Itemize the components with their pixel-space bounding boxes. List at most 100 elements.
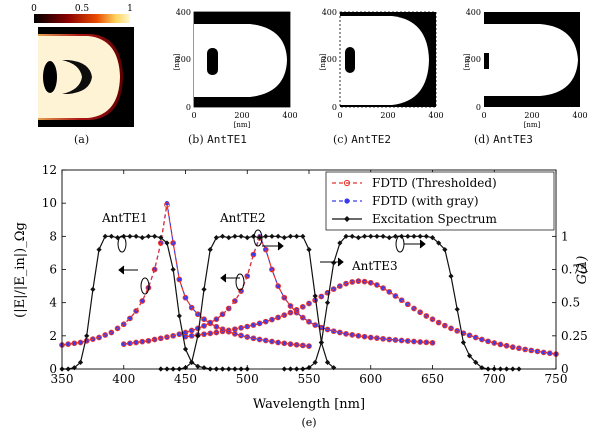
data-point [491,340,498,346]
data-point [90,286,96,292]
data-point [343,280,349,287]
data-point [424,340,429,345]
ytick: 400 [466,8,481,17]
arrowhead [337,257,344,267]
data-point [294,233,300,239]
colorbar-tick: 1 [127,4,133,14]
y-tick-label-left: 8 [49,229,57,243]
data-point [189,333,194,339]
data-point [299,342,306,349]
data-point [188,332,195,339]
data-point [472,334,479,341]
ylabel: [nm] [319,53,327,70]
data-point [318,293,325,300]
data-point [263,319,268,324]
data-point [96,334,102,341]
data-point [238,332,244,339]
data-point [201,331,207,338]
data-point [516,345,522,352]
data-point [324,326,331,333]
panel-b: 400 200 0 0 200 400 [nm] [nm] [173,8,298,129]
data-point [269,233,275,239]
data-point [170,240,177,246]
ytick: 0 [186,103,191,112]
data-point [429,339,436,346]
chart-series [59,200,559,372]
data-point [367,334,374,341]
colorbar-tick: 0 [31,4,37,14]
data-point [133,308,139,314]
series-line [185,280,557,355]
y-axis-label-right: G(λ) [575,256,590,285]
data-point [466,353,473,359]
panel-c: 400 200 0 0 200 400 [nm] [319,8,444,120]
data-point [263,233,269,239]
caption-b-name: AntTE1 [207,133,247,146]
x-tick-label: 450 [174,372,197,386]
data-point [460,330,467,337]
data-point [207,247,213,253]
data-point [299,314,306,321]
data-point [306,343,312,349]
design-void [194,24,287,97]
ytick: 400 [322,8,337,17]
data-point [454,328,461,334]
data-point [417,309,424,316]
data-point [158,235,164,241]
data-point [349,279,356,285]
colorbar [34,14,130,23]
data-point [306,247,312,253]
data-point [479,365,485,371]
data-point [139,338,146,345]
data-point [238,325,244,331]
data-point [337,329,343,336]
arrowhead [118,265,125,275]
x-axis-label: Wavelength [nm] [253,397,365,412]
data-point [256,320,263,327]
data-point [170,332,177,339]
data-point [225,327,232,334]
data-point [343,233,349,239]
data-point [423,233,429,239]
data-point [219,311,226,318]
data-point [195,325,201,332]
x-tick-label: 550 [298,372,321,386]
legend-marker-thresholded [343,179,351,187]
data-point [213,323,220,330]
data-point [244,334,251,340]
arrowhead [419,239,426,249]
data-point [448,273,454,279]
data-point [269,338,275,345]
data-point [442,247,448,253]
caption-c-letter: (c) [333,133,348,146]
ytick: 200 [176,55,191,64]
data-point [164,334,170,341]
xlabel: [nm] [234,121,251,129]
data-point [293,341,300,348]
data-point [84,333,90,339]
data-point [356,333,361,339]
data-point [207,330,214,337]
data-point [435,319,442,326]
ylabel: [nm] [173,53,181,70]
field-background [38,36,120,118]
data-point [78,340,83,345]
data-point [485,339,491,344]
y-tick-label-left: 4 [49,296,57,310]
data-point [361,333,368,340]
y-tick-label-left: 0 [49,362,57,376]
data-point [120,341,127,347]
data-point [65,341,71,347]
data-point [368,233,374,239]
data-point [133,233,139,239]
data-point [170,266,176,273]
data-point [96,247,102,253]
design-void [340,16,429,105]
legend-label-excitation: Excitation Spectrum [372,212,498,226]
data-point [404,338,411,344]
data-point [151,336,158,343]
data-point [281,294,288,301]
ytick: 0 [476,103,481,112]
caption-d-letter: (d) [474,133,490,146]
spectrum-chart: 350 400 450 500 550 600 650 700 75002468101200.2… [13,163,590,429]
